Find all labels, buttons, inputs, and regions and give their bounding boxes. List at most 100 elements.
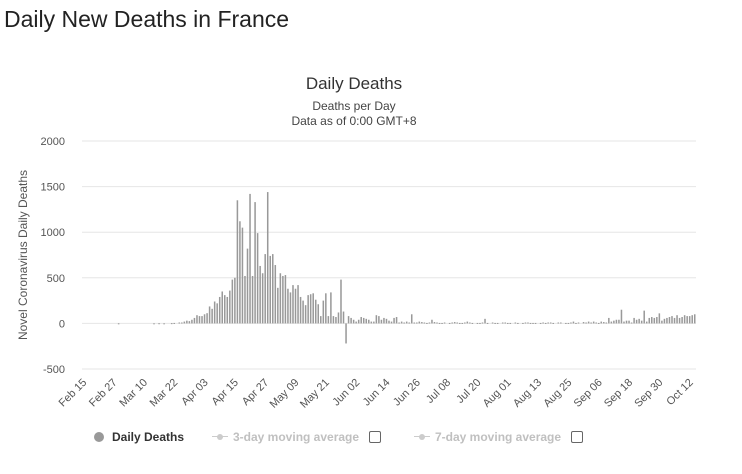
bar[interactable]: [236, 200, 239, 324]
bar[interactable]: [671, 316, 673, 324]
bar[interactable]: [340, 279, 342, 324]
bar[interactable]: [686, 316, 688, 324]
bar[interactable]: [628, 320, 630, 324]
bar[interactable]: [635, 319, 638, 324]
bar[interactable]: [524, 322, 527, 324]
bar[interactable]: [299, 296, 302, 324]
bar[interactable]: [471, 322, 474, 324]
bar[interactable]: [274, 265, 277, 324]
legend-item-7-day-average[interactable]: 7-day moving average: [414, 430, 584, 444]
bar[interactable]: [494, 322, 496, 324]
bar[interactable]: [208, 306, 211, 324]
bar[interactable]: [428, 322, 431, 324]
bar[interactable]: [658, 313, 661, 324]
bar[interactable]: [272, 254, 274, 324]
bar[interactable]: [458, 322, 461, 324]
bar[interactable]: [256, 233, 259, 324]
bar[interactable]: [484, 318, 486, 324]
bar[interactable]: [678, 317, 681, 324]
bar[interactable]: [461, 322, 464, 324]
toggle-checkbox[interactable]: [571, 431, 584, 443]
bar[interactable]: [600, 321, 603, 324]
bar[interactable]: [320, 316, 322, 324]
bar[interactable]: [297, 285, 299, 324]
bar[interactable]: [330, 292, 332, 324]
bar[interactable]: [183, 321, 186, 324]
bar[interactable]: [368, 319, 370, 324]
bar[interactable]: [436, 322, 438, 324]
bar[interactable]: [292, 285, 294, 324]
bar[interactable]: [595, 322, 597, 324]
bar[interactable]: [421, 322, 423, 324]
bar[interactable]: [423, 322, 426, 324]
bar[interactable]: [517, 322, 519, 324]
bar[interactable]: [469, 322, 471, 324]
bar[interactable]: [213, 301, 216, 324]
bar[interactable]: [418, 321, 421, 324]
bar[interactable]: [193, 317, 196, 324]
bar[interactable]: [322, 300, 325, 324]
bar[interactable]: [400, 321, 403, 324]
bar[interactable]: [279, 273, 282, 324]
bar[interactable]: [643, 310, 645, 324]
bar[interactable]: [666, 317, 668, 324]
bar[interactable]: [170, 323, 173, 325]
bar[interactable]: [388, 320, 390, 324]
bar[interactable]: [403, 322, 405, 324]
bar[interactable]: [532, 322, 534, 324]
bar[interactable]: [289, 292, 292, 324]
bar[interactable]: [565, 322, 567, 324]
bar[interactable]: [542, 322, 544, 324]
bar[interactable]: [539, 322, 542, 324]
bar[interactable]: [625, 320, 628, 324]
bar[interactable]: [613, 320, 615, 324]
bar[interactable]: [153, 323, 155, 325]
toggle-checkbox[interactable]: [369, 431, 382, 443]
bar[interactable]: [443, 322, 446, 324]
bar[interactable]: [350, 317, 352, 324]
bar[interactable]: [218, 296, 221, 324]
bar[interactable]: [587, 321, 590, 324]
bar[interactable]: [557, 322, 560, 324]
bar[interactable]: [284, 275, 287, 324]
bar[interactable]: [380, 319, 383, 324]
bar[interactable]: [491, 322, 494, 324]
bar[interactable]: [158, 323, 160, 325]
bar[interactable]: [408, 322, 410, 324]
bar[interactable]: [309, 294, 312, 324]
bar[interactable]: [249, 193, 251, 324]
bar[interactable]: [603, 322, 605, 324]
bar[interactable]: [673, 317, 676, 324]
bar[interactable]: [345, 323, 347, 344]
bar[interactable]: [615, 319, 618, 324]
bar[interactable]: [302, 300, 304, 324]
bar[interactable]: [479, 322, 481, 324]
bar[interactable]: [691, 315, 693, 324]
bar[interactable]: [514, 322, 517, 324]
bar[interactable]: [496, 322, 499, 324]
bar[interactable]: [683, 315, 686, 324]
bar[interactable]: [441, 322, 443, 324]
bar[interactable]: [395, 317, 398, 324]
bar[interactable]: [385, 318, 388, 324]
bar[interactable]: [656, 317, 658, 324]
bar[interactable]: [668, 317, 671, 324]
bar[interactable]: [476, 322, 479, 324]
bar[interactable]: [378, 316, 380, 324]
bar[interactable]: [269, 255, 271, 324]
bar[interactable]: [560, 322, 562, 324]
bar[interactable]: [466, 321, 469, 324]
bar[interactable]: [287, 288, 289, 324]
bar[interactable]: [365, 318, 368, 324]
bar[interactable]: [633, 317, 635, 324]
bar[interactable]: [405, 321, 408, 324]
bar[interactable]: [229, 290, 231, 324]
bar[interactable]: [317, 304, 320, 324]
bar[interactable]: [231, 279, 234, 324]
bar[interactable]: [651, 317, 653, 324]
bar[interactable]: [693, 314, 696, 324]
bar[interactable]: [509, 322, 512, 324]
bar[interactable]: [456, 322, 458, 324]
bar[interactable]: [312, 293, 314, 324]
bar[interactable]: [163, 323, 165, 325]
